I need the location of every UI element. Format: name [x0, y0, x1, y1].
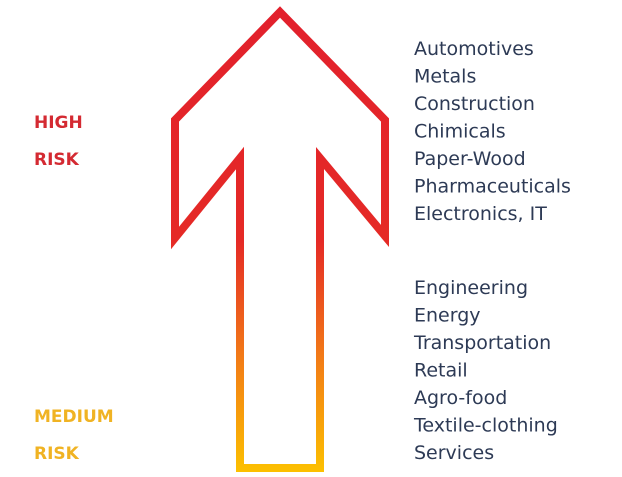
risk-arrow — [171, 6, 389, 472]
risk-label: MEDIUM — [34, 407, 114, 427]
sector-name: Chimicals — [414, 121, 506, 143]
risk-label: RISK — [34, 150, 80, 170]
sector-name: Electronics, IT — [414, 203, 547, 225]
sector-name: Services — [414, 442, 494, 464]
risk-label: RISK — [34, 444, 80, 464]
sector-name: Energy — [414, 305, 481, 327]
sector-name: Transportation — [413, 332, 551, 354]
sector-name: Textile-clothing — [413, 415, 558, 437]
sector-name: Agro-food — [414, 387, 507, 409]
sector-name: Retail — [414, 360, 468, 382]
risk-label: HIGH — [34, 113, 83, 133]
sector-name: Metals — [414, 66, 476, 88]
sector-name: Automotives — [414, 38, 534, 60]
sector-name: Construction — [414, 93, 535, 115]
sector-name: Paper-Wood — [414, 148, 526, 170]
sector-name: Pharmaceuticals — [414, 176, 571, 198]
sector-name: Engineering — [414, 277, 528, 299]
